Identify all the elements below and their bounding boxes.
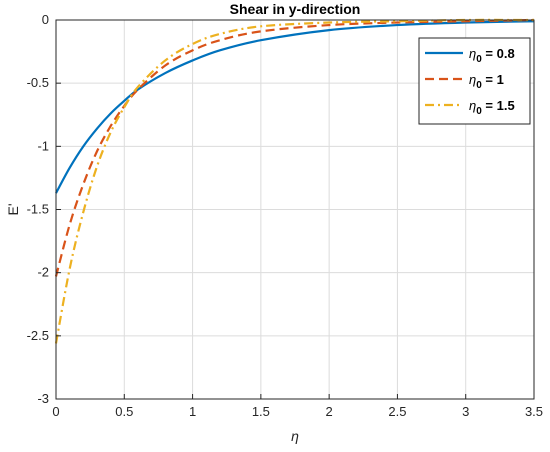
x-tick-label: 2 <box>326 404 333 419</box>
series-line-2 <box>54 18 535 344</box>
legend: η0 = 0.8η0 = 1η0 = 1.5 <box>418 37 531 125</box>
x-tick-label: 0.5 <box>115 404 133 419</box>
legend-label-2: η0 = 1.5 <box>469 98 515 117</box>
legend-subscript: 0 <box>476 80 482 91</box>
y-tick-label: 0 <box>42 12 49 27</box>
legend-label-1: η0 = 1 <box>469 72 504 91</box>
x-tick-label: 1.5 <box>252 404 270 419</box>
x-axis-label: η <box>291 428 299 444</box>
legend-value: = 1 <box>482 72 504 87</box>
legend-label-0: η0 = 0.8 <box>469 46 515 65</box>
y-tick-label: -1.5 <box>27 202 49 217</box>
legend-symbol: η <box>469 98 476 113</box>
series-line-0 <box>55 20 535 194</box>
y-tick-label: -2 <box>37 265 49 280</box>
series-layer <box>54 18 535 344</box>
y-tick-label: -1 <box>37 138 49 153</box>
series-line-1 <box>54 18 535 277</box>
legend-value: = 1.5 <box>482 98 515 113</box>
legend-symbol: η <box>469 72 476 87</box>
legend-value: = 0.8 <box>482 46 515 61</box>
y-tick-label: -2.5 <box>27 328 49 343</box>
x-tick-label: 2.5 <box>388 404 406 419</box>
y-axis-label: E' <box>5 203 21 215</box>
x-tick-label: 3 <box>462 404 469 419</box>
y-tick-label: -0.5 <box>27 75 49 90</box>
chart-title: Shear in y-direction <box>230 1 361 17</box>
x-tick-label: 1 <box>189 404 196 419</box>
legend-subscript: 0 <box>476 106 482 117</box>
x-tick-label: 3.5 <box>525 404 543 419</box>
legend-symbol: η <box>469 46 476 61</box>
x-tick-label: 0 <box>52 404 59 419</box>
tick-labels: 0 0.5 1 1.5 2 2.5 3 3.5 0 -0.5 -1 -1.5 -2 -2.5 -3 <box>27 12 543 419</box>
legend-subscript: 0 <box>476 54 482 65</box>
y-tick-label: -3 <box>37 391 49 406</box>
